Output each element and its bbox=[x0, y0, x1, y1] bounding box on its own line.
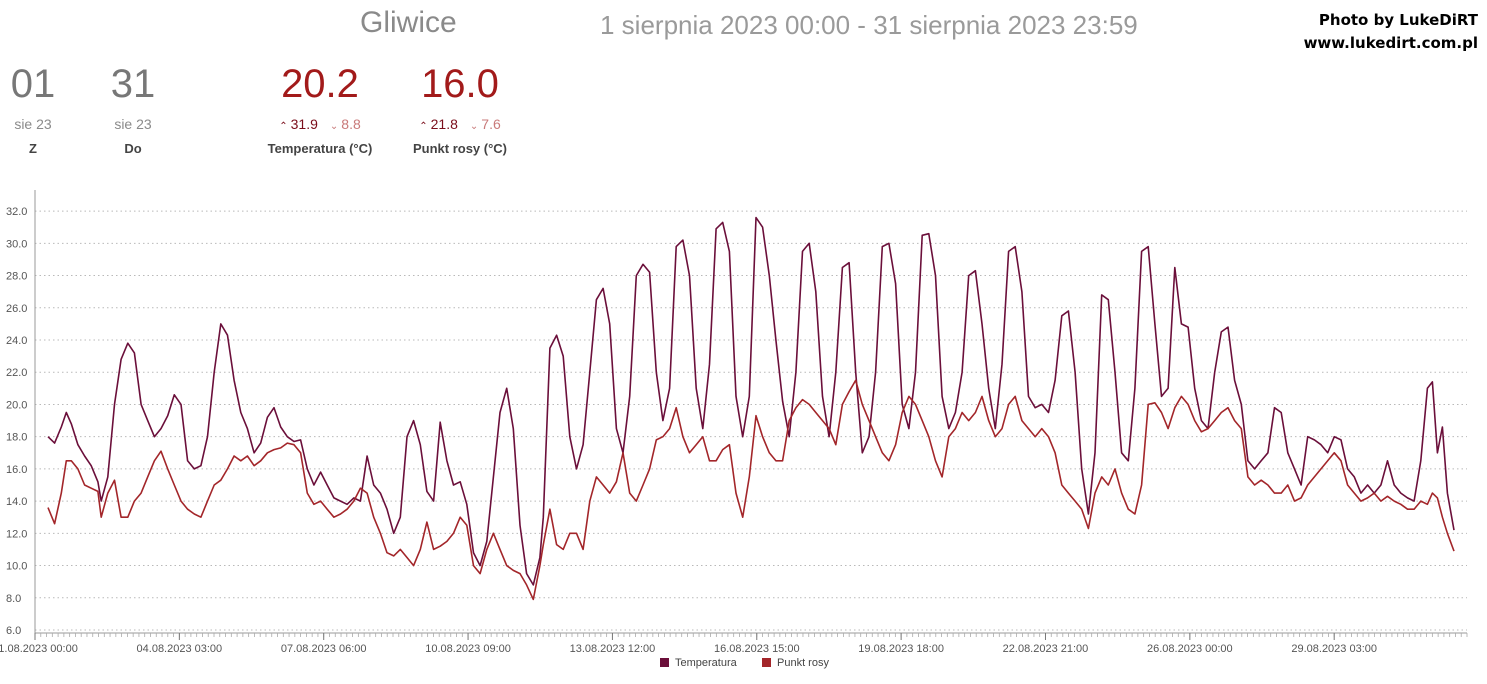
chevron-down-icon: ⌄ bbox=[329, 121, 339, 132]
y-tick-label: 24.0 bbox=[6, 335, 27, 347]
grid-lines bbox=[35, 210, 1467, 631]
y-tick-label: 8.0 bbox=[6, 593, 21, 605]
y-tick-label: 12.0 bbox=[6, 528, 27, 540]
x-axis: 01.08.2023 00:00 04.08.2023 03:00 07.08.20… bbox=[0, 632, 1468, 655]
dewpoint-min-value: 7.6 bbox=[481, 116, 501, 132]
y-tick-label: 14.0 bbox=[6, 496, 27, 508]
y-tick-label: 6.0 bbox=[6, 625, 21, 637]
temperature-max: ⌃ 31.9 bbox=[279, 116, 318, 132]
legend-swatch bbox=[660, 658, 669, 667]
dewpoint-max-value: 21.8 bbox=[430, 116, 458, 132]
x-tick-label: 19.08.2023 18:00 bbox=[858, 643, 944, 655]
chevron-down-icon: ⌄ bbox=[469, 121, 479, 132]
y-tick-label: 32.0 bbox=[6, 206, 27, 218]
from-day: 01 bbox=[10, 62, 56, 106]
y-tick-label: 18.0 bbox=[6, 432, 27, 444]
temperature-min-value: 8.8 bbox=[341, 116, 361, 132]
y-tick-label: 22.0 bbox=[6, 367, 27, 379]
y-tick-label: 30.0 bbox=[6, 238, 27, 250]
to-label: Do bbox=[124, 141, 142, 156]
y-tick-label: 26.0 bbox=[6, 303, 27, 315]
dewpoint-label: Punkt rosy (°C) bbox=[412, 141, 508, 156]
legend[interactable]: Temperatura Punkt rosy bbox=[660, 657, 829, 669]
dewpoint-max: ⌃ 21.8 bbox=[419, 116, 458, 132]
stat-temperature: 20.2 ⌃ 31.9 ⌄ 8.8 Temperatura (°C) bbox=[255, 62, 385, 156]
to-day: 31 bbox=[110, 62, 156, 106]
stat-to: 31 sie 23 Do bbox=[104, 62, 162, 156]
y-tick-label: 28.0 bbox=[6, 271, 27, 283]
temperature-max-value: 31.9 bbox=[290, 116, 318, 132]
chevron-up-icon: ⌃ bbox=[279, 121, 288, 132]
dewpoint-minmax: ⌃ 21.8 ⌄ 7.6 bbox=[400, 116, 520, 132]
x-tick-label: 10.08.2023 09:00 bbox=[425, 643, 511, 655]
date-range-title: 1 sierpnia 2023 00:00 - 31 sierpnia 2023… bbox=[600, 10, 1138, 40]
legend-item[interactable]: Punkt rosy bbox=[777, 657, 829, 669]
y-tick-label: 20.0 bbox=[6, 399, 27, 411]
temperature-value: 20.2 bbox=[281, 62, 359, 106]
temperature-minmax: ⌃ 31.9 ⌄ 8.8 bbox=[255, 116, 385, 132]
chevron-up-icon: ⌃ bbox=[419, 121, 428, 132]
series-layer bbox=[47, 216, 1455, 601]
x-tick-label: 26.08.2023 00:00 bbox=[1147, 643, 1233, 655]
x-tick-label: 13.08.2023 12:00 bbox=[570, 643, 656, 655]
stat-from: 01 sie 23 Z bbox=[6, 62, 60, 156]
from-label: Z bbox=[29, 141, 37, 156]
x-tick-label: 29.08.2023 03:00 bbox=[1291, 643, 1377, 655]
x-tick-label: 04.08.2023 03:00 bbox=[137, 643, 223, 655]
x-tick-label: 16.08.2023 15:00 bbox=[714, 643, 800, 655]
y-tick-label: 10.0 bbox=[6, 561, 27, 573]
credit-url: www.lukedirt.com.pl bbox=[1303, 34, 1478, 52]
photo-credit: Photo by LukeDiRT bbox=[1318, 11, 1478, 29]
temperature-label: Temperatura (°C) bbox=[267, 141, 373, 156]
x-tick-label: 22.08.2023 21:00 bbox=[1003, 643, 1089, 655]
to-month: sie 23 bbox=[114, 116, 152, 132]
line-chart: 6.0 8.0 10.0 12.0 14.0 16.0 18.0 20.0 22.0 24.0 26… bbox=[0, 190, 1468, 669]
series-line-temperature bbox=[47, 216, 1455, 586]
dewpoint-min: ⌄ 7.6 bbox=[470, 116, 501, 132]
series-line-dewpoint bbox=[47, 379, 1455, 601]
from-month: sie 23 bbox=[14, 116, 52, 132]
station-title: Gliwice bbox=[360, 6, 457, 39]
x-tick-label: 07.08.2023 06:00 bbox=[281, 643, 367, 655]
y-tick-label: 16.0 bbox=[6, 464, 27, 476]
dewpoint-value: 16.0 bbox=[421, 62, 499, 106]
legend-item[interactable]: Temperatura bbox=[675, 657, 738, 669]
legend-swatch bbox=[762, 658, 771, 667]
stat-dewpoint: 16.0 ⌃ 21.8 ⌄ 7.6 Punkt rosy (°C) bbox=[400, 62, 520, 156]
y-axis: 6.0 8.0 10.0 12.0 14.0 16.0 18.0 20.0 22.0 24.0 26… bbox=[6, 190, 36, 637]
temperature-min: ⌄ 8.8 bbox=[330, 116, 361, 132]
x-tick-label: 01.08.2023 00:00 bbox=[0, 643, 78, 655]
